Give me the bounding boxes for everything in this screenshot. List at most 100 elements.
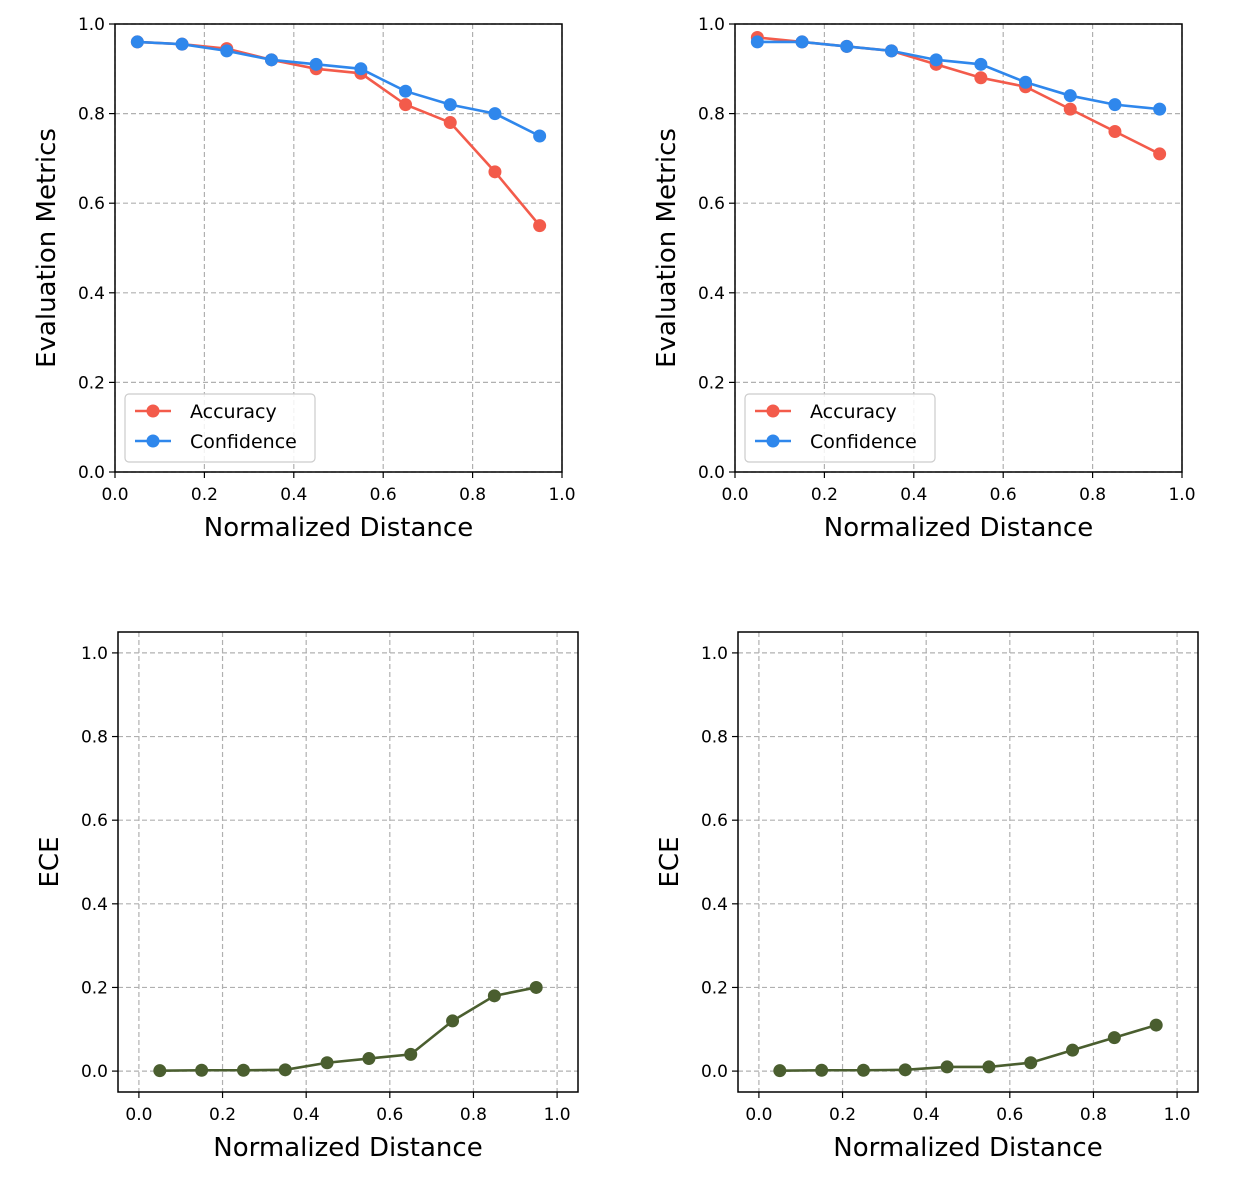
data-point bbox=[1063, 102, 1077, 116]
data-point bbox=[362, 1052, 376, 1066]
data-point bbox=[220, 44, 234, 58]
chart-panel-top-right: 0.0 0.2 0.4 0.6 0.8 1.0 0.0 0.2 0.4 0.6 0.8 1.0 Norm… bbox=[652, 15, 1196, 543]
x-axis-title: Normalized Distance bbox=[833, 1133, 1102, 1163]
plot-frame bbox=[114, 23, 563, 473]
y-tick-label: 1.0 bbox=[701, 644, 728, 664]
x-axis-title: Normalized Distance bbox=[213, 1133, 482, 1163]
y-tick-label: 0.2 bbox=[701, 978, 728, 998]
data-point bbox=[354, 62, 368, 76]
x-tick-label: 0.6 bbox=[370, 485, 397, 505]
x-axis-title: Normalized Distance bbox=[824, 513, 1093, 543]
data-point bbox=[1108, 125, 1122, 139]
legend-label: Accuracy bbox=[190, 401, 277, 423]
legend: Accuracy Confidence bbox=[744, 393, 936, 463]
y-tick-label: 0.8 bbox=[698, 105, 725, 125]
series-line-accuracy bbox=[757, 36, 1161, 156]
data-point bbox=[1108, 98, 1122, 112]
x-tick-label: 0.0 bbox=[101, 485, 128, 505]
data-point bbox=[488, 165, 502, 179]
x-tick-label: 0.4 bbox=[900, 485, 927, 505]
data-point bbox=[130, 35, 144, 49]
legend: Accuracy Confidence bbox=[124, 393, 316, 463]
y-tick-label: 1.0 bbox=[698, 15, 725, 35]
data-point bbox=[1024, 1056, 1038, 1070]
legend-marker bbox=[146, 434, 160, 448]
x-tick-label: 0.2 bbox=[191, 485, 218, 505]
y-tick-label: 0.4 bbox=[81, 895, 108, 915]
data-point bbox=[773, 1064, 787, 1078]
data-point bbox=[898, 1063, 912, 1077]
data-point bbox=[488, 107, 502, 121]
data-point bbox=[175, 37, 189, 51]
x-tick-label: 0.2 bbox=[209, 1105, 236, 1125]
data-point bbox=[840, 39, 854, 53]
data-point bbox=[1153, 102, 1167, 116]
x-tick-label: 1.0 bbox=[1168, 485, 1195, 505]
data-point bbox=[153, 1064, 167, 1078]
y-tick-label: 0.6 bbox=[78, 194, 105, 214]
data-point bbox=[399, 98, 413, 112]
y-tick-label: 0.8 bbox=[81, 728, 108, 748]
x-axis-title: Normalized Distance bbox=[204, 513, 473, 543]
y-axis-title: ECE bbox=[655, 836, 685, 887]
x-tick-label: 0.8 bbox=[1080, 1105, 1107, 1125]
data-point bbox=[884, 44, 898, 58]
y-tick-label: 0.4 bbox=[698, 284, 725, 304]
legend-marker bbox=[766, 434, 780, 448]
data-point bbox=[974, 57, 988, 71]
data-point bbox=[856, 1063, 870, 1077]
legend-box bbox=[744, 393, 936, 463]
data-point bbox=[1019, 75, 1033, 89]
data-point bbox=[815, 1063, 829, 1077]
y-tick-label: 1.0 bbox=[78, 15, 105, 35]
x-tick-label: 0.2 bbox=[811, 485, 838, 505]
y-tick-label: 0.0 bbox=[698, 463, 725, 483]
data-point bbox=[443, 98, 457, 112]
data-point bbox=[929, 53, 943, 67]
chart-panel-top-left: 0.0 0.2 0.4 0.6 0.8 1.0 0.0 0.2 0.4 0.6 0.8 1.0 Norm… bbox=[32, 15, 576, 543]
x-tick-label: 1.0 bbox=[544, 1105, 571, 1125]
x-tick-label: 0.4 bbox=[280, 485, 307, 505]
y-tick-label: 0.2 bbox=[78, 373, 105, 393]
data-point bbox=[982, 1060, 996, 1074]
legend-marker bbox=[766, 404, 780, 418]
y-tick-label: 0.6 bbox=[698, 194, 725, 214]
x-tick-label: 0.8 bbox=[1079, 485, 1106, 505]
data-point bbox=[533, 129, 547, 143]
y-tick-label: 0.4 bbox=[78, 284, 105, 304]
x-tick-label: 0.2 bbox=[829, 1105, 856, 1125]
y-tick-label: 1.0 bbox=[81, 644, 108, 664]
data-point bbox=[974, 71, 988, 85]
chart-panel-bottom-left: 0.0 0.2 0.4 0.6 0.8 1.0 0.0 0.2 0.4 0.6 0.8 1.0 Norm… bbox=[35, 631, 579, 1163]
x-tick-label: 0.8 bbox=[460, 1105, 487, 1125]
series-line-accuracy bbox=[137, 40, 541, 227]
y-tick-label: 0.8 bbox=[701, 728, 728, 748]
data-point bbox=[195, 1063, 209, 1077]
legend-label: Confidence bbox=[190, 431, 297, 453]
data-point bbox=[750, 35, 764, 49]
legend-marker bbox=[146, 404, 160, 418]
y-tick-label: 0.8 bbox=[78, 105, 105, 125]
data-point bbox=[320, 1056, 334, 1070]
y-tick-label: 0.4 bbox=[701, 895, 728, 915]
y-tick-label: 0.0 bbox=[701, 1062, 728, 1082]
plot-frame bbox=[117, 631, 579, 1093]
y-tick-label: 0.2 bbox=[81, 978, 108, 998]
x-tick-label: 0.0 bbox=[745, 1105, 772, 1125]
plot-frame bbox=[737, 631, 1199, 1093]
x-tick-label: 0.6 bbox=[990, 485, 1017, 505]
data-point bbox=[795, 35, 809, 49]
y-axis-title: Evaluation Metrics bbox=[32, 128, 62, 368]
chart-panel-bottom-right: 0.0 0.2 0.4 0.6 0.8 1.0 0.0 0.2 0.4 0.6 0.8 1.0 Norm… bbox=[655, 631, 1199, 1163]
x-tick-label: 0.0 bbox=[125, 1105, 152, 1125]
plot-frame bbox=[734, 23, 1183, 473]
data-point bbox=[533, 219, 547, 233]
data-point bbox=[529, 980, 543, 994]
data-point bbox=[1066, 1043, 1080, 1057]
series-line-ece bbox=[779, 1023, 1157, 1072]
x-tick-label: 0.4 bbox=[913, 1105, 940, 1125]
data-point bbox=[309, 57, 323, 71]
x-tick-label: 0.0 bbox=[721, 485, 748, 505]
data-point bbox=[1063, 89, 1077, 103]
